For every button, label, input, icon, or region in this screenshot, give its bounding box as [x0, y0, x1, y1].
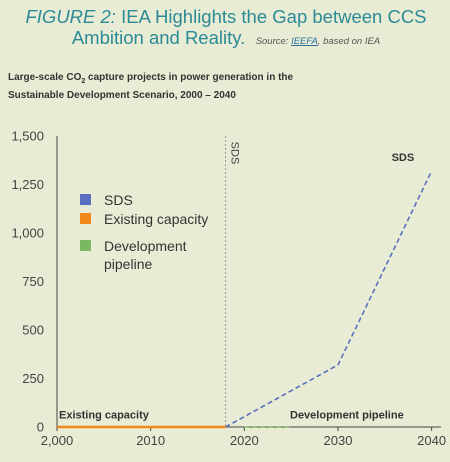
legend-label-existing-capacity: Existing capacity	[104, 211, 208, 227]
y-tick-label: 1,000	[11, 226, 44, 241]
subtitle-subscript: 2	[81, 78, 86, 85]
legend-label-development-pipeline-line-2: pipeline	[104, 256, 152, 272]
y-tick-label: 1,500	[11, 129, 44, 144]
series-line-sds	[225, 170, 433, 428]
sds-reference-label: SDS	[229, 142, 241, 165]
title-line-1: IEA Highlights the Gap between CCS	[121, 6, 427, 27]
sds-end-label: SDS	[392, 152, 415, 164]
source-note: Source: IEEFA, based on IEA	[250, 36, 380, 47]
x-tick-label: 2020	[230, 433, 259, 448]
y-tick-label: 250	[22, 371, 44, 386]
x-tick-label: 2,000	[41, 433, 74, 448]
development-pipeline-label: Development pipeline	[290, 409, 404, 421]
figure-label: FIGURE 2:	[25, 6, 116, 27]
legend-swatch	[80, 240, 91, 251]
title-line-2: Ambition and Reality.	[71, 27, 246, 48]
legend-swatch	[80, 213, 91, 224]
figure-title: FIGURE 2: IEA Highlights the Gap between…	[8, 6, 444, 52]
source-link[interactable]: IEEFA	[291, 36, 318, 47]
source-suffix: , based on IEA	[317, 36, 381, 47]
source-prefix: Source:	[255, 36, 289, 47]
y-tick-label: 1,250	[11, 177, 44, 192]
legend-label-development-pipeline: Development	[104, 238, 187, 254]
subtitle-part-2: capture projects in power generation in …	[85, 72, 294, 83]
legend-label-sds: SDS	[104, 192, 133, 208]
existing-capacity-label: Existing capacity	[59, 409, 150, 421]
x-tick-label: 2010	[136, 433, 165, 448]
subtitle-part-1: Large-scale CO	[8, 72, 82, 83]
x-tick-label: 2040	[417, 433, 446, 448]
legend-swatch	[80, 194, 91, 205]
y-tick-label: 750	[22, 274, 44, 289]
y-tick-label: 500	[22, 323, 44, 338]
subtitle-line-2: Sustainable Development Scenario, 2000 –…	[8, 90, 236, 101]
x-tick-label: 2030	[324, 433, 353, 448]
chart-subtitle: Large-scale CO2 capture projects in powe…	[8, 71, 438, 103]
y-tick-label: 0	[37, 420, 44, 435]
